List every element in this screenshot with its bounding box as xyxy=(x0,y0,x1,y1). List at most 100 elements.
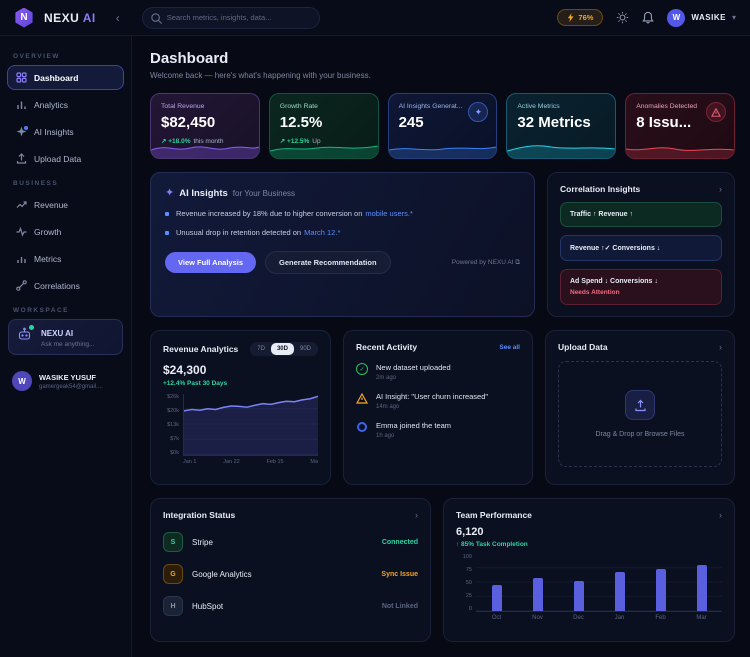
ai-usage-value: 76% xyxy=(578,13,594,22)
sparkline-decoration xyxy=(388,146,497,158)
search-icon xyxy=(150,12,162,24)
integration-row-google-analytics[interactable]: G Google Analytics Sync Issue xyxy=(163,564,418,584)
range-tabs: 7D 30D 90D xyxy=(250,342,318,356)
bar-Oct[interactable] xyxy=(491,585,502,611)
x-tick: Jan 1 xyxy=(183,459,197,465)
sidebar: OVERVIEW Dashboard Analytics AI Insights… xyxy=(0,36,132,657)
sparkline-decoration xyxy=(507,145,616,158)
sidebar-item-upload-data[interactable]: Upload Data xyxy=(7,146,124,171)
stat-card-growth-rate[interactable]: Growth Rate 12.5% ↗ +12.5% Up xyxy=(268,93,379,159)
sidebar-collapse-icon[interactable]: ‹ xyxy=(115,10,120,25)
x-axis-labels: Jan 1 Jan 22 Feb 15 Ma xyxy=(163,459,318,465)
stat-card-ai-insights-generated[interactable]: AI Insights Generat... 245 ✦ xyxy=(387,93,498,159)
notifications-bell-icon[interactable] xyxy=(642,11,655,24)
page-title: Dashboard xyxy=(150,50,229,67)
integration-row-hubspot[interactable]: H HubSpot Not Linked xyxy=(163,596,418,616)
tab-30d[interactable]: 30D xyxy=(270,343,294,355)
robot-icon xyxy=(17,325,34,347)
integration-status-title: Integration Status xyxy=(163,510,236,520)
see-all-link[interactable]: See all xyxy=(499,343,520,351)
pulse-icon xyxy=(16,226,27,237)
stat-card-anomalies-detected[interactable]: Anomalies Detected 8 Issu... xyxy=(625,93,735,159)
trend-up-icon xyxy=(16,201,27,208)
ai-usage-badge[interactable]: 76% xyxy=(557,9,604,26)
insight-link[interactable]: March 12.* xyxy=(304,228,341,237)
integration-row-stripe[interactable]: S Stripe Connected xyxy=(163,532,418,552)
main-content: Dashboard Welcome back — here's what's h… xyxy=(132,36,750,657)
activity-item[interactable]: Emma joined the team 1h ago xyxy=(356,421,520,439)
bar-Feb[interactable] xyxy=(655,569,666,611)
stat-card-active-metrics[interactable]: Active Metrics 32 Metrics xyxy=(506,93,617,159)
chevron-right-icon[interactable]: › xyxy=(719,184,722,194)
sidebar-item-growth[interactable]: Growth xyxy=(7,219,124,244)
sidebar-item-correlations[interactable]: Correlations xyxy=(7,273,124,298)
stripe-logo: S xyxy=(163,532,183,552)
online-dot xyxy=(29,325,34,330)
team-performance-title: Team Performance xyxy=(456,510,532,520)
correlation-item[interactable]: Traffic ↑ Revenue ↑ xyxy=(560,202,722,227)
logo-letter: N xyxy=(20,12,28,23)
section-label-overview: OVERVIEW xyxy=(13,53,60,60)
team-performance-value: 6,120 xyxy=(456,526,484,538)
sparkle-icon: ✦ xyxy=(468,102,489,122)
view-full-analysis-button[interactable]: View Full Analysis xyxy=(165,252,257,273)
y-tick: $0k xyxy=(170,450,179,456)
metrics-bars-icon xyxy=(17,257,26,263)
recent-activity-title: Recent Activity xyxy=(356,342,418,352)
ai-insights-title-suffix: for Your Business xyxy=(232,189,296,198)
bar-Nov[interactable] xyxy=(532,577,543,611)
section-label-business: BUSINESS xyxy=(13,180,59,187)
correlation-item[interactable]: Revenue ↑✓ Conversions ↓ xyxy=(560,235,722,261)
sidebar-item-ai-insights[interactable]: AI Insights xyxy=(7,119,124,144)
grid-icon xyxy=(16,72,27,83)
activity-item[interactable]: ✓ New dataset uploaded 2m ago xyxy=(356,363,520,381)
user-name: WASIKE xyxy=(691,13,726,22)
notification-dot xyxy=(24,126,28,130)
nexu-ai-assistant-card[interactable]: NEXU AI Ask me anything... xyxy=(8,319,123,355)
insight-link[interactable]: mobile users.* xyxy=(365,209,413,218)
sidebar-item-dashboard[interactable]: Dashboard xyxy=(7,65,124,90)
bar-Dec[interactable] xyxy=(573,581,584,611)
search-input[interactable] xyxy=(141,6,320,29)
user-menu[interactable]: W WASIKE ▾ xyxy=(667,8,736,27)
sidebar-item-metrics[interactable]: Metrics xyxy=(7,246,124,271)
activity-item[interactable]: AI Insight: "User churn increased" 14m ag… xyxy=(356,392,520,410)
file-dropzone[interactable]: Drag & Drop or Browse Files xyxy=(558,361,722,467)
bar-column xyxy=(599,554,640,611)
tab-7d[interactable]: 7D xyxy=(257,346,265,352)
x-tick: Ma xyxy=(310,459,318,465)
x-tick: Dec xyxy=(573,615,584,621)
warning-triangle-icon xyxy=(705,102,726,122)
y-tick: $7k xyxy=(170,436,179,442)
sidebar-item-analytics[interactable]: Analytics xyxy=(7,92,124,117)
x-tick: Mar xyxy=(696,615,707,621)
bar-Mar[interactable] xyxy=(696,565,707,611)
y-tick: $20k xyxy=(167,408,179,414)
recent-activity-panel: Recent Activity See all ✓ New dataset up… xyxy=(343,330,533,485)
theme-toggle-sun-icon[interactable] xyxy=(616,11,629,24)
bar-Jan[interactable] xyxy=(614,572,625,611)
ai-insights-title: AI Insights xyxy=(179,188,228,199)
nexu-logo[interactable]: N xyxy=(15,7,33,28)
check-circle-icon: ✓ xyxy=(356,363,368,375)
upload-icon xyxy=(625,390,655,420)
user-circle-icon xyxy=(356,421,368,433)
y-tick: 100 xyxy=(462,554,472,560)
correlation-item[interactable]: Ad Spend ↓ Conversions ↓ Needs Attention xyxy=(560,269,722,305)
tab-90d[interactable]: 90D xyxy=(299,346,311,352)
chevron-right-icon[interactable]: › xyxy=(415,510,418,520)
x-tick: Oct xyxy=(491,615,502,621)
upload-data-panel: Upload Data › Drag & Drop or Browse File… xyxy=(545,330,735,485)
status-badge: Connected xyxy=(381,538,418,546)
bar-column xyxy=(517,554,558,611)
sparkle-icon: ✦ xyxy=(165,187,175,199)
chevron-right-icon[interactable]: › xyxy=(719,342,722,352)
profile-item[interactable]: W WASIKE YUSUF gamergeak54@gmail.... xyxy=(7,363,124,399)
correlation-insights-panel: Correlation Insights › Traffic ↑ Revenue… xyxy=(547,172,735,317)
generate-recommendation-button[interactable]: Generate Recommendation xyxy=(265,251,391,274)
chevron-right-icon[interactable]: › xyxy=(719,510,722,520)
sidebar-item-revenue[interactable]: Revenue xyxy=(7,192,124,217)
revenue-analytics-panel: Revenue Analytics 7D 30D 90D $24,300 +12… xyxy=(150,330,331,485)
stat-card-total-revenue[interactable]: Total Revenue $82,450 ↗ +18.0% this month xyxy=(150,93,260,159)
upload-data-title: Upload Data xyxy=(558,342,608,352)
